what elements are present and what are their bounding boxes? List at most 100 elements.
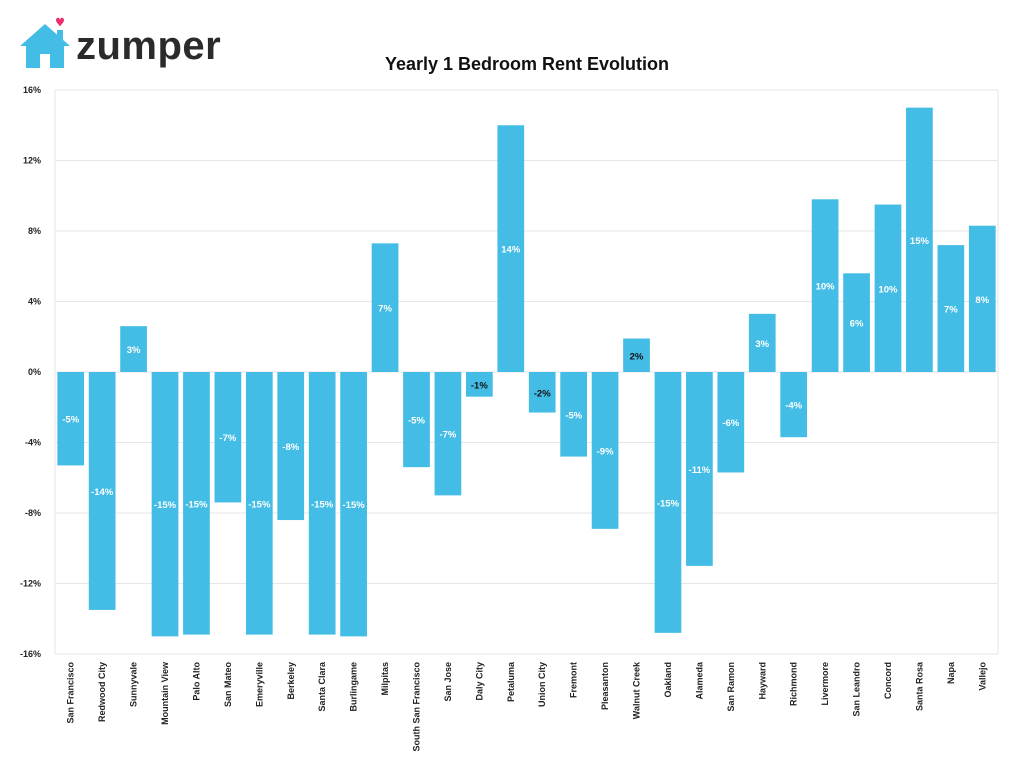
bar — [57, 372, 85, 466]
data-label: -14% — [91, 487, 114, 498]
bar — [906, 107, 933, 372]
data-label: -5% — [62, 415, 79, 426]
house-icon — [20, 17, 70, 68]
x-tick-label: Union City — [537, 662, 547, 707]
x-tick-label: Daly City — [474, 662, 484, 701]
brand-name: zumper — [76, 24, 222, 68]
bar — [623, 338, 650, 372]
zumper-logo: zumper — [18, 16, 228, 72]
data-label: 6% — [850, 319, 864, 330]
bar — [277, 372, 305, 521]
x-tick-label: Burlingame — [349, 662, 359, 712]
data-label: -15% — [657, 498, 680, 509]
data-label: 8% — [975, 295, 989, 306]
data-label: -15% — [343, 500, 366, 511]
y-tick-label: 4% — [28, 297, 41, 307]
data-label: -2% — [534, 388, 551, 399]
y-tick-label: -8% — [25, 508, 41, 518]
y-tick-label: 8% — [28, 226, 41, 236]
bar — [843, 273, 870, 372]
x-tick-label: Alameda — [694, 661, 704, 700]
x-tick-label: Milpitas — [380, 662, 390, 696]
data-label: -5% — [408, 416, 425, 427]
y-tick-label: 12% — [23, 156, 41, 166]
bar — [340, 372, 367, 637]
x-tick-label: San Jose — [443, 662, 453, 702]
data-label: 15% — [910, 236, 930, 247]
bar — [245, 372, 273, 635]
x-tick-label: Livermore — [820, 662, 830, 706]
x-tick-label: Walnut Creek — [632, 661, 642, 719]
x-tick-label: San Ramon — [726, 662, 736, 712]
data-label: -4% — [785, 401, 802, 412]
bar — [371, 243, 399, 372]
bar — [465, 372, 493, 397]
data-label: -7% — [219, 433, 236, 444]
x-tick-label: Santa Rosa — [914, 661, 924, 711]
x-tick-label: South San Francisco — [411, 662, 421, 752]
x-tick-label: San Mateo — [223, 662, 233, 708]
bar — [151, 372, 179, 637]
data-label: 3% — [755, 339, 769, 350]
bar — [528, 372, 556, 413]
x-tick-label: Vallejo — [977, 662, 987, 691]
data-label: 10% — [878, 284, 898, 295]
bar — [120, 326, 147, 372]
chart-title: Yearly 1 Bedroom Rent Evolution — [384, 54, 670, 74]
heart-icon — [56, 17, 64, 27]
y-tick-label: -12% — [20, 579, 41, 589]
x-tick-label: Napa — [946, 661, 956, 684]
bar — [497, 125, 525, 372]
x-tick-label: San Francisco — [66, 662, 76, 724]
data-label: -7% — [439, 430, 456, 441]
x-tick-label: Hayward — [757, 662, 767, 700]
x-tick-label: Berkeley — [286, 662, 296, 700]
y-tick-label: 0% — [28, 367, 41, 377]
x-tick-label: Santa Clara — [317, 661, 327, 712]
bar — [937, 245, 965, 372]
data-label: -8% — [282, 442, 299, 453]
data-label: -15% — [154, 500, 177, 511]
data-label: -15% — [311, 499, 334, 510]
bar — [811, 199, 839, 372]
y-tick-label: 16% — [23, 85, 41, 95]
bar — [748, 313, 776, 372]
x-tick-label: Sunnyvale — [129, 662, 139, 707]
bar — [88, 372, 116, 610]
y-tick-label: -16% — [20, 649, 41, 659]
data-label: -9% — [597, 446, 614, 457]
bar — [560, 372, 588, 457]
x-tick-label: San Leandro — [852, 662, 862, 717]
y-tick-label: -4% — [25, 438, 41, 448]
x-tick-label: Oakland — [663, 662, 673, 698]
data-label: -15% — [248, 499, 271, 510]
data-label: 3% — [127, 345, 141, 356]
bar — [874, 204, 902, 372]
x-tick-label: Concord — [883, 662, 893, 699]
x-tick-label: Pleasanton — [600, 662, 610, 710]
x-tick-label: Redwood City — [97, 662, 107, 722]
x-tick-label: Palo Alto — [191, 662, 201, 701]
bar — [183, 372, 210, 635]
bar — [403, 372, 430, 468]
data-label: -15% — [185, 499, 208, 510]
x-tick-label: Emeryville — [254, 662, 264, 707]
data-label: -5% — [565, 410, 582, 421]
bar — [214, 372, 242, 503]
bar — [780, 372, 808, 438]
data-label: 7% — [378, 304, 392, 315]
bar — [591, 372, 619, 529]
data-label: -1% — [471, 380, 488, 391]
bar — [434, 372, 462, 496]
x-tick-label: Fremont — [569, 662, 579, 698]
x-tick-label: Petaluma — [506, 661, 516, 702]
x-tick-label: Mountain View — [160, 661, 170, 725]
data-label: 14% — [501, 245, 521, 256]
data-label: 7% — [944, 305, 958, 316]
bar — [686, 372, 713, 566]
bar — [717, 372, 745, 473]
data-label: -11% — [689, 465, 711, 476]
data-label: 2% — [630, 351, 644, 362]
bar — [968, 225, 996, 372]
